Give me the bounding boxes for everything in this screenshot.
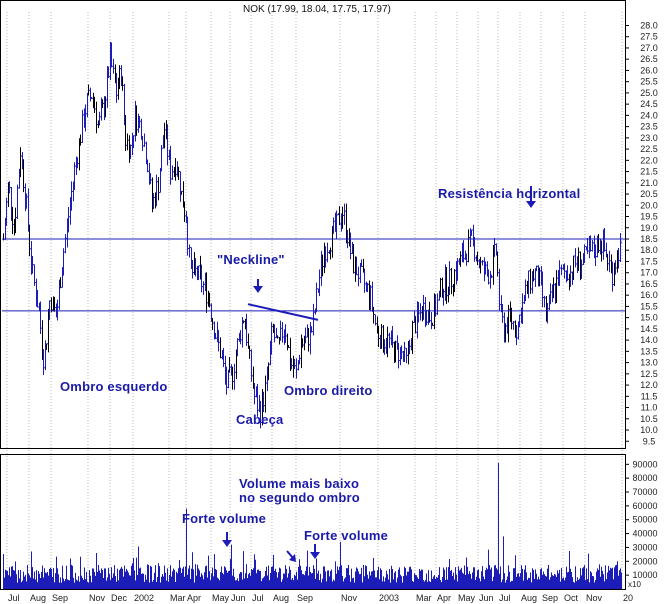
neckline-line bbox=[247, 303, 319, 321]
x-tick-label: Apr bbox=[187, 593, 201, 603]
x-tick-label: Mar bbox=[170, 593, 186, 603]
x-tick-label: 2003 bbox=[379, 593, 399, 603]
x-tick-label: Dec bbox=[111, 593, 128, 603]
y-tick-label: 14.0 bbox=[640, 335, 658, 345]
x-tick-label: Aug bbox=[521, 593, 537, 603]
volume-tick-label: 20000 bbox=[632, 556, 657, 566]
y-tick-label: 16.0 bbox=[640, 290, 658, 300]
volume-tick-label: 80000 bbox=[632, 473, 657, 483]
x-tick-label: Jun bbox=[231, 593, 246, 603]
x-tick-label: Oct bbox=[564, 593, 579, 603]
resistance-arrow-head bbox=[526, 201, 536, 208]
y-tick-label: 19.0 bbox=[640, 223, 658, 233]
strong-volume-arrow-right-head bbox=[310, 552, 320, 559]
y-tick-label: 22.0 bbox=[640, 155, 658, 165]
x-tick-label: Sep bbox=[52, 593, 68, 603]
y-tick-label: 25.0 bbox=[640, 88, 658, 98]
y-tick-label: 22.5 bbox=[640, 144, 658, 154]
low-volume-arrow bbox=[286, 550, 294, 559]
y-tick-label: 27.5 bbox=[640, 32, 658, 42]
x-tick-label: Nov bbox=[89, 593, 106, 603]
y-tick-label: 23.5 bbox=[640, 122, 658, 132]
y-tick-label: 25.5 bbox=[640, 77, 658, 87]
y-tick-label: 19.5 bbox=[640, 212, 658, 222]
y-tick-label: 13.0 bbox=[640, 358, 658, 368]
x-tick-label: Jun bbox=[479, 593, 494, 603]
volume-tick-label: 30000 bbox=[632, 542, 657, 552]
y-tick-label: 14.5 bbox=[640, 324, 658, 334]
volume-tick-label: 60000 bbox=[632, 501, 657, 511]
x-tick-label: Apr bbox=[437, 593, 451, 603]
y-tick-label: 28.0 bbox=[640, 20, 658, 30]
y-tick-label: 10.0 bbox=[640, 425, 658, 435]
volume-panel-frame bbox=[0, 454, 626, 590]
x-tick-label: 20 bbox=[623, 593, 633, 603]
y-tick-label: 18.0 bbox=[640, 245, 658, 255]
low-volume-label-line1: Volume mais baixo bbox=[239, 476, 360, 491]
neckline-label: "Neckline" bbox=[217, 252, 285, 267]
x-tick-label: Jul bbox=[252, 593, 264, 603]
y-tick-label: 26.0 bbox=[640, 65, 658, 75]
y-tick-label: 18.5 bbox=[640, 234, 658, 244]
x-tick-label: May bbox=[212, 593, 230, 603]
y-tick-label: 15.5 bbox=[640, 301, 658, 311]
volume-tick-label: 10000 bbox=[632, 570, 657, 580]
y-tick-label: 12.5 bbox=[640, 369, 658, 379]
y-tick-label: 16.5 bbox=[640, 279, 658, 289]
y-tick-label: 24.0 bbox=[640, 110, 658, 120]
strong-volume-arrow-left-head bbox=[222, 540, 232, 547]
right-shoulder-label: Ombro direito bbox=[284, 383, 373, 398]
y-tick-label: 21.5 bbox=[640, 167, 658, 177]
volume-tick-label: 90000 bbox=[632, 459, 657, 469]
x-tick-label: 2002 bbox=[134, 593, 154, 603]
volume-tick-label: 70000 bbox=[632, 487, 657, 497]
y-tick-label: 17.0 bbox=[640, 268, 658, 278]
volume-scale-note: x10 bbox=[628, 580, 641, 589]
x-tick-label: Nov bbox=[586, 593, 603, 603]
y-tick-label: 12.0 bbox=[640, 380, 658, 390]
y-tick-label: 11.0 bbox=[641, 403, 658, 413]
y-tick-label: 10.5 bbox=[640, 414, 658, 424]
resistance-label: Resistência horizontal bbox=[438, 186, 581, 201]
y-tick-label: 9.5 bbox=[643, 436, 656, 446]
y-tick-label: 26.5 bbox=[640, 54, 658, 64]
y-tick-label: 11.5 bbox=[641, 391, 658, 401]
strong-volume-label-right: Forte volume bbox=[304, 528, 389, 543]
left-shoulder-label: Ombro esquerdo bbox=[60, 379, 168, 394]
x-tick-label: Nov bbox=[341, 593, 358, 603]
x-tick-label: Jul bbox=[499, 593, 511, 603]
chart-title: NOK (17.99, 18.04, 17.75, 17.97) bbox=[243, 4, 391, 15]
x-tick-label: Aug bbox=[30, 593, 46, 603]
head-label: Cabeça bbox=[236, 412, 284, 427]
x-tick-label: Jul bbox=[8, 593, 20, 603]
x-tick-label: Sep bbox=[542, 593, 558, 603]
y-tick-label: 20.0 bbox=[640, 200, 658, 210]
y-tick-label: 27.0 bbox=[640, 43, 658, 53]
y-tick-label: 20.5 bbox=[640, 189, 658, 199]
low-volume-label-line2: no segundo ombro bbox=[239, 490, 360, 505]
volume-tick-label: 50000 bbox=[632, 515, 657, 525]
volume-tick-label: 40000 bbox=[632, 529, 657, 539]
price-panel-frame bbox=[0, 0, 626, 449]
low-volume-arrow-head bbox=[289, 554, 296, 562]
x-tick-label: May bbox=[458, 593, 476, 603]
y-tick-label: 13.5 bbox=[640, 346, 658, 356]
y-tick-label: 21.0 bbox=[640, 178, 658, 188]
y-tick-label: 15.0 bbox=[640, 313, 658, 323]
x-tick-label: Mar bbox=[416, 593, 432, 603]
y-tick-label: 24.5 bbox=[640, 99, 658, 109]
y-tick-label: 23.0 bbox=[640, 133, 658, 143]
strong-volume-label-left: Forte volume bbox=[182, 511, 267, 526]
x-tick-label: Aug bbox=[273, 593, 289, 603]
neckline-arrow-head bbox=[253, 286, 263, 293]
y-tick-label: 17.5 bbox=[640, 256, 658, 266]
x-tick-label: Sep bbox=[297, 593, 313, 603]
